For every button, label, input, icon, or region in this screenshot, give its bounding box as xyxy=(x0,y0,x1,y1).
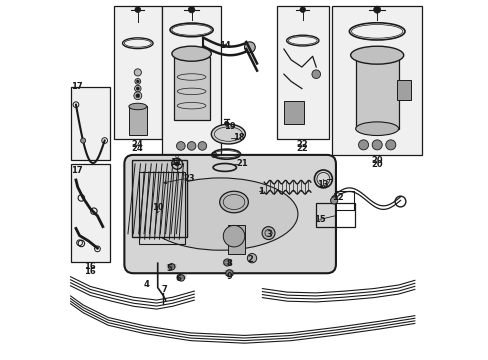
Text: 22: 22 xyxy=(295,144,307,153)
Bar xyxy=(276,6,328,139)
Circle shape xyxy=(224,121,228,126)
Circle shape xyxy=(371,140,382,150)
Circle shape xyxy=(225,270,233,277)
Circle shape xyxy=(134,92,142,100)
Bar xyxy=(70,164,110,262)
Circle shape xyxy=(187,141,196,150)
Text: 6: 6 xyxy=(176,274,182,283)
Circle shape xyxy=(299,7,305,13)
Text: 18: 18 xyxy=(233,133,244,142)
Ellipse shape xyxy=(142,178,297,250)
FancyBboxPatch shape xyxy=(124,155,335,273)
Circle shape xyxy=(330,197,337,204)
Circle shape xyxy=(176,141,185,150)
Ellipse shape xyxy=(219,191,248,213)
Text: 20: 20 xyxy=(370,160,382,169)
Text: 24: 24 xyxy=(131,144,142,153)
Circle shape xyxy=(136,80,139,83)
Ellipse shape xyxy=(211,124,245,144)
Text: 9: 9 xyxy=(226,271,232,280)
Text: 22: 22 xyxy=(295,140,307,149)
Text: 16: 16 xyxy=(83,267,95,276)
Ellipse shape xyxy=(355,122,398,135)
Circle shape xyxy=(134,69,141,76)
Text: 5: 5 xyxy=(166,265,172,274)
Circle shape xyxy=(136,87,139,90)
Text: 13: 13 xyxy=(316,180,328,189)
Text: 3: 3 xyxy=(266,230,272,239)
Circle shape xyxy=(81,138,85,143)
Bar xyxy=(396,80,410,100)
Text: 14: 14 xyxy=(219,41,230,50)
Circle shape xyxy=(223,259,230,266)
Bar xyxy=(316,203,354,227)
Text: 23: 23 xyxy=(183,174,195,183)
Ellipse shape xyxy=(350,46,403,64)
Bar xyxy=(173,57,209,120)
Ellipse shape xyxy=(171,46,211,61)
Text: 1: 1 xyxy=(257,187,263,196)
Text: 17: 17 xyxy=(71,82,82,91)
Circle shape xyxy=(358,140,368,150)
Bar xyxy=(162,6,221,155)
Text: 7: 7 xyxy=(162,284,167,293)
Text: 2: 2 xyxy=(247,255,253,264)
Text: 21: 21 xyxy=(236,159,247,168)
Text: 19: 19 xyxy=(223,122,235,131)
Text: 16: 16 xyxy=(83,262,95,271)
Ellipse shape xyxy=(128,103,146,110)
Bar xyxy=(284,101,303,125)
Circle shape xyxy=(136,94,140,98)
Circle shape xyxy=(247,253,256,263)
Circle shape xyxy=(373,6,380,13)
Text: 12: 12 xyxy=(331,193,343,202)
Text: 17: 17 xyxy=(71,166,82,175)
Bar xyxy=(131,160,187,237)
Bar xyxy=(70,87,110,160)
Text: 4: 4 xyxy=(143,280,149,289)
Circle shape xyxy=(168,264,175,270)
Text: 24: 24 xyxy=(131,140,142,149)
Circle shape xyxy=(135,78,141,84)
Circle shape xyxy=(178,275,184,281)
Bar xyxy=(113,6,162,139)
Text: 8: 8 xyxy=(226,259,232,268)
Bar xyxy=(355,57,398,129)
Circle shape xyxy=(175,162,179,166)
Bar xyxy=(139,172,185,244)
Circle shape xyxy=(135,7,141,13)
Circle shape xyxy=(311,70,320,78)
Circle shape xyxy=(244,42,255,53)
Circle shape xyxy=(262,226,274,239)
Circle shape xyxy=(188,6,194,13)
Circle shape xyxy=(385,140,395,150)
Text: 11: 11 xyxy=(170,158,182,167)
Text: 20: 20 xyxy=(370,156,382,165)
Circle shape xyxy=(223,225,244,247)
Bar xyxy=(228,225,244,253)
Circle shape xyxy=(134,85,141,92)
Circle shape xyxy=(198,141,206,150)
Bar xyxy=(332,6,421,155)
Text: 10: 10 xyxy=(151,203,163,212)
Bar xyxy=(128,107,146,135)
Text: 15: 15 xyxy=(313,215,325,224)
